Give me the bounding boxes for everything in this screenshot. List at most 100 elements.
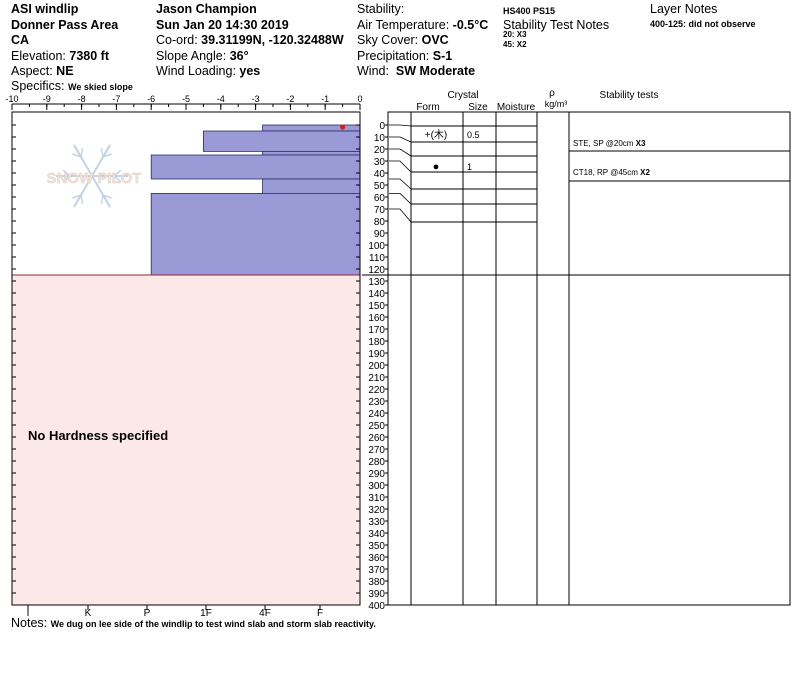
air-temp-row: Air Temperature: -0.5°C xyxy=(357,18,489,32)
snowflake-branch xyxy=(72,153,82,158)
area-name: Donner Pass Area xyxy=(11,18,119,32)
no-hardness-label: No Hardness specified xyxy=(28,428,168,443)
depth-label: 130 xyxy=(368,277,385,288)
snowflake-branch xyxy=(113,169,122,177)
temperature-tick-label: -10 xyxy=(5,94,18,104)
stability-test-result: X2 xyxy=(640,168,650,177)
hardness-tick-label: 4F xyxy=(259,608,271,619)
density-symbol: ρ xyxy=(549,88,555,99)
hardness-tick-label: K xyxy=(85,608,92,619)
crystal-form: +(⽊) xyxy=(425,129,448,141)
snowflake-branch xyxy=(113,175,122,183)
snowflake-branch xyxy=(102,194,112,199)
depth-label: 100 xyxy=(368,241,385,252)
depth-label: 80 xyxy=(374,217,386,228)
layer-connector-line xyxy=(389,192,412,205)
depth-label: 400 xyxy=(368,601,385,612)
depth-label: 320 xyxy=(368,505,385,516)
precipitation-row: Precipitation: S-1 xyxy=(357,49,453,63)
temperature-tick-label: -1 xyxy=(321,94,329,104)
observation-datetime: Sun Jan 20 14:30 2019 xyxy=(156,18,289,32)
observer-name: Jason Champion xyxy=(156,2,257,16)
snowflake-branch xyxy=(80,147,84,158)
temperature-tick-label: -2 xyxy=(286,94,294,104)
depth-label: 210 xyxy=(368,373,385,384)
depth-label: 120 xyxy=(368,265,385,276)
temperature-tick-label: -7 xyxy=(112,94,120,104)
hardness-tick-label: F xyxy=(317,608,323,619)
layer-connector-line xyxy=(389,136,412,143)
depth-label: 140 xyxy=(368,289,385,300)
depth-label: 90 xyxy=(374,229,386,240)
snowflake-branch xyxy=(100,194,104,205)
depth-label: 150 xyxy=(368,301,385,312)
layer-notes-title: Layer Notes xyxy=(650,2,718,16)
depth-label: 60 xyxy=(374,193,386,204)
stability-test-result: X3 xyxy=(636,139,646,148)
depth-label: 180 xyxy=(368,337,385,348)
sky-cover-row: Sky Cover: OVC xyxy=(357,33,449,47)
temperature-tick-label: -8 xyxy=(78,94,86,104)
snowpilot-watermark-text: SNOW PILOT xyxy=(47,170,142,187)
depth-label: 160 xyxy=(368,313,385,324)
depth-label: 70 xyxy=(374,205,386,216)
depth-label: 230 xyxy=(368,397,385,408)
moisture-header: Moisture xyxy=(497,102,536,113)
layer-connector-line xyxy=(389,178,412,190)
depth-label: 250 xyxy=(368,421,385,432)
temperature-point xyxy=(340,124,346,130)
hardness-layer-bar xyxy=(262,124,361,132)
form-header: Form xyxy=(416,102,439,113)
hs-ps-values: HS400 PS15 xyxy=(503,6,556,16)
depth-label: 260 xyxy=(368,433,385,444)
depth-label: 20 xyxy=(374,145,386,156)
depth-label: 360 xyxy=(368,553,385,564)
depth-label: 220 xyxy=(368,385,385,396)
stability-label: Stability: xyxy=(357,2,405,16)
depth-label: 40 xyxy=(374,169,386,180)
depth-label: 390 xyxy=(368,589,385,600)
hardness-tick-label: I xyxy=(27,608,30,619)
layer-connector-line xyxy=(389,160,412,173)
hardness-layer-bar xyxy=(150,154,361,180)
density-unit-header: kg/m³ xyxy=(545,99,568,109)
profile-title: ASI windlip xyxy=(11,2,79,16)
depth-label: 30 xyxy=(374,157,386,168)
temperature-tick-label: -3 xyxy=(252,94,260,104)
depth-label: 270 xyxy=(368,445,385,456)
snowflake-arm xyxy=(73,175,93,208)
depth-label: 190 xyxy=(368,349,385,360)
stability-test-entry: STE, SP @20cm X3 xyxy=(573,139,646,148)
depth-label: 280 xyxy=(368,457,385,468)
temperature-tick-label: -6 xyxy=(147,94,155,104)
temperature-tick-label: -4 xyxy=(217,94,225,104)
depth-label: 300 xyxy=(368,481,385,492)
snowflake-arm xyxy=(73,144,93,177)
stability-test-note: 45: X2 xyxy=(503,40,527,49)
depth-label: 370 xyxy=(368,565,385,576)
slope-row: Slope Angle: 36° xyxy=(156,49,249,63)
temperature-tick-label: 0 xyxy=(357,94,362,104)
depth-label: 350 xyxy=(368,541,385,552)
snowflake-branch xyxy=(102,153,112,158)
specifics-row: Specifics: We skied slope xyxy=(11,79,133,93)
snowpilot-watermark: SNOW PILOT xyxy=(46,144,142,208)
stability-test-label: CT18, RP @45cm xyxy=(573,168,640,177)
stability-test-entry: CT18, RP @45cm X2 xyxy=(573,168,650,177)
depth-label: 200 xyxy=(368,361,385,372)
depth-label: 110 xyxy=(369,253,385,264)
layer-table-frame xyxy=(387,111,791,606)
crystal-form: ● xyxy=(433,161,440,173)
depth-label: 330 xyxy=(368,517,385,528)
depth-label: 310 xyxy=(368,493,385,504)
depth-label: 380 xyxy=(368,577,385,588)
stability-test-notes-title: Stability Test Notes xyxy=(503,18,610,32)
hardness-tick-label: P xyxy=(144,608,151,619)
depth-label: 50 xyxy=(374,181,386,192)
coordinate-row: Co-ord: 39.31199N, -120.32488W xyxy=(156,33,344,47)
snowflake-branch xyxy=(80,194,84,205)
stability-test-note: 20: X3 xyxy=(503,30,527,39)
snowflake-branch xyxy=(62,169,71,177)
notes-row: Notes: We dug on lee side of the windlip… xyxy=(11,616,376,630)
